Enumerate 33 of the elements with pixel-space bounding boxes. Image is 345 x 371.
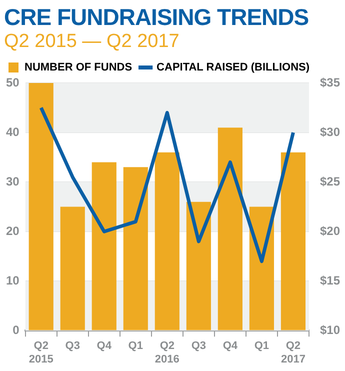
bar	[186, 202, 211, 330]
bar	[60, 206, 85, 330]
chart-title: CRE FUNDRAISING TRENDS	[3, 3, 310, 30]
legend-label: NUMBER OF FUNDS	[24, 62, 132, 74]
x-tick-label: Q2 2017	[280, 340, 306, 366]
x-tick-label: Q3	[65, 340, 80, 352]
y-tick-label: 10	[6, 273, 20, 288]
x-tick-label: Q4	[96, 340, 112, 352]
y2-tick-label: $10	[320, 322, 340, 337]
x-tick-label: Q3	[191, 340, 206, 352]
bar	[154, 152, 180, 330]
bar	[218, 128, 242, 330]
y-tick-label: 30	[6, 174, 20, 188]
legend-label: CAPITAL RAISED (BILLIONS)	[156, 62, 310, 74]
x-tick-label: Q2 2016	[154, 340, 180, 366]
x-tick-label: Q1	[254, 340, 270, 352]
bar	[123, 167, 148, 330]
y2-tick-label: $20	[320, 224, 340, 238]
x-tick-label: Q2 2015	[28, 340, 54, 366]
y-tick-label: 40	[6, 124, 20, 139]
x-tick-label: Q4	[222, 340, 238, 352]
y2-tick-label: $25	[320, 174, 340, 188]
y-tick-label: 50	[6, 75, 20, 90]
y2-tick-label: $30	[320, 124, 340, 139]
x-tick-label: Q1	[128, 340, 143, 352]
y2-tick-label: $15	[320, 273, 340, 288]
y-tick-label: 20	[6, 224, 20, 238]
bar	[92, 162, 116, 330]
bar	[280, 152, 306, 330]
chart-subtitle: Q2 2015 — Q2 2017	[3, 30, 180, 54]
y2-tick-label: $35	[320, 75, 340, 90]
bar	[28, 83, 54, 330]
y-tick-label: 0	[12, 322, 20, 337]
